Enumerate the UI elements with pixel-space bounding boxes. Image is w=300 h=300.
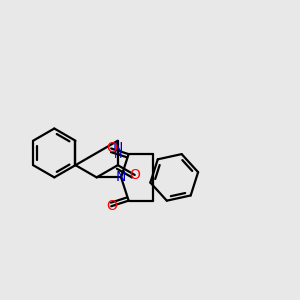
Text: O: O xyxy=(106,142,117,155)
Text: O: O xyxy=(129,168,140,182)
Text: N: N xyxy=(112,141,123,155)
Text: O: O xyxy=(106,199,117,213)
Text: H: H xyxy=(114,150,122,160)
Text: N: N xyxy=(116,170,126,184)
